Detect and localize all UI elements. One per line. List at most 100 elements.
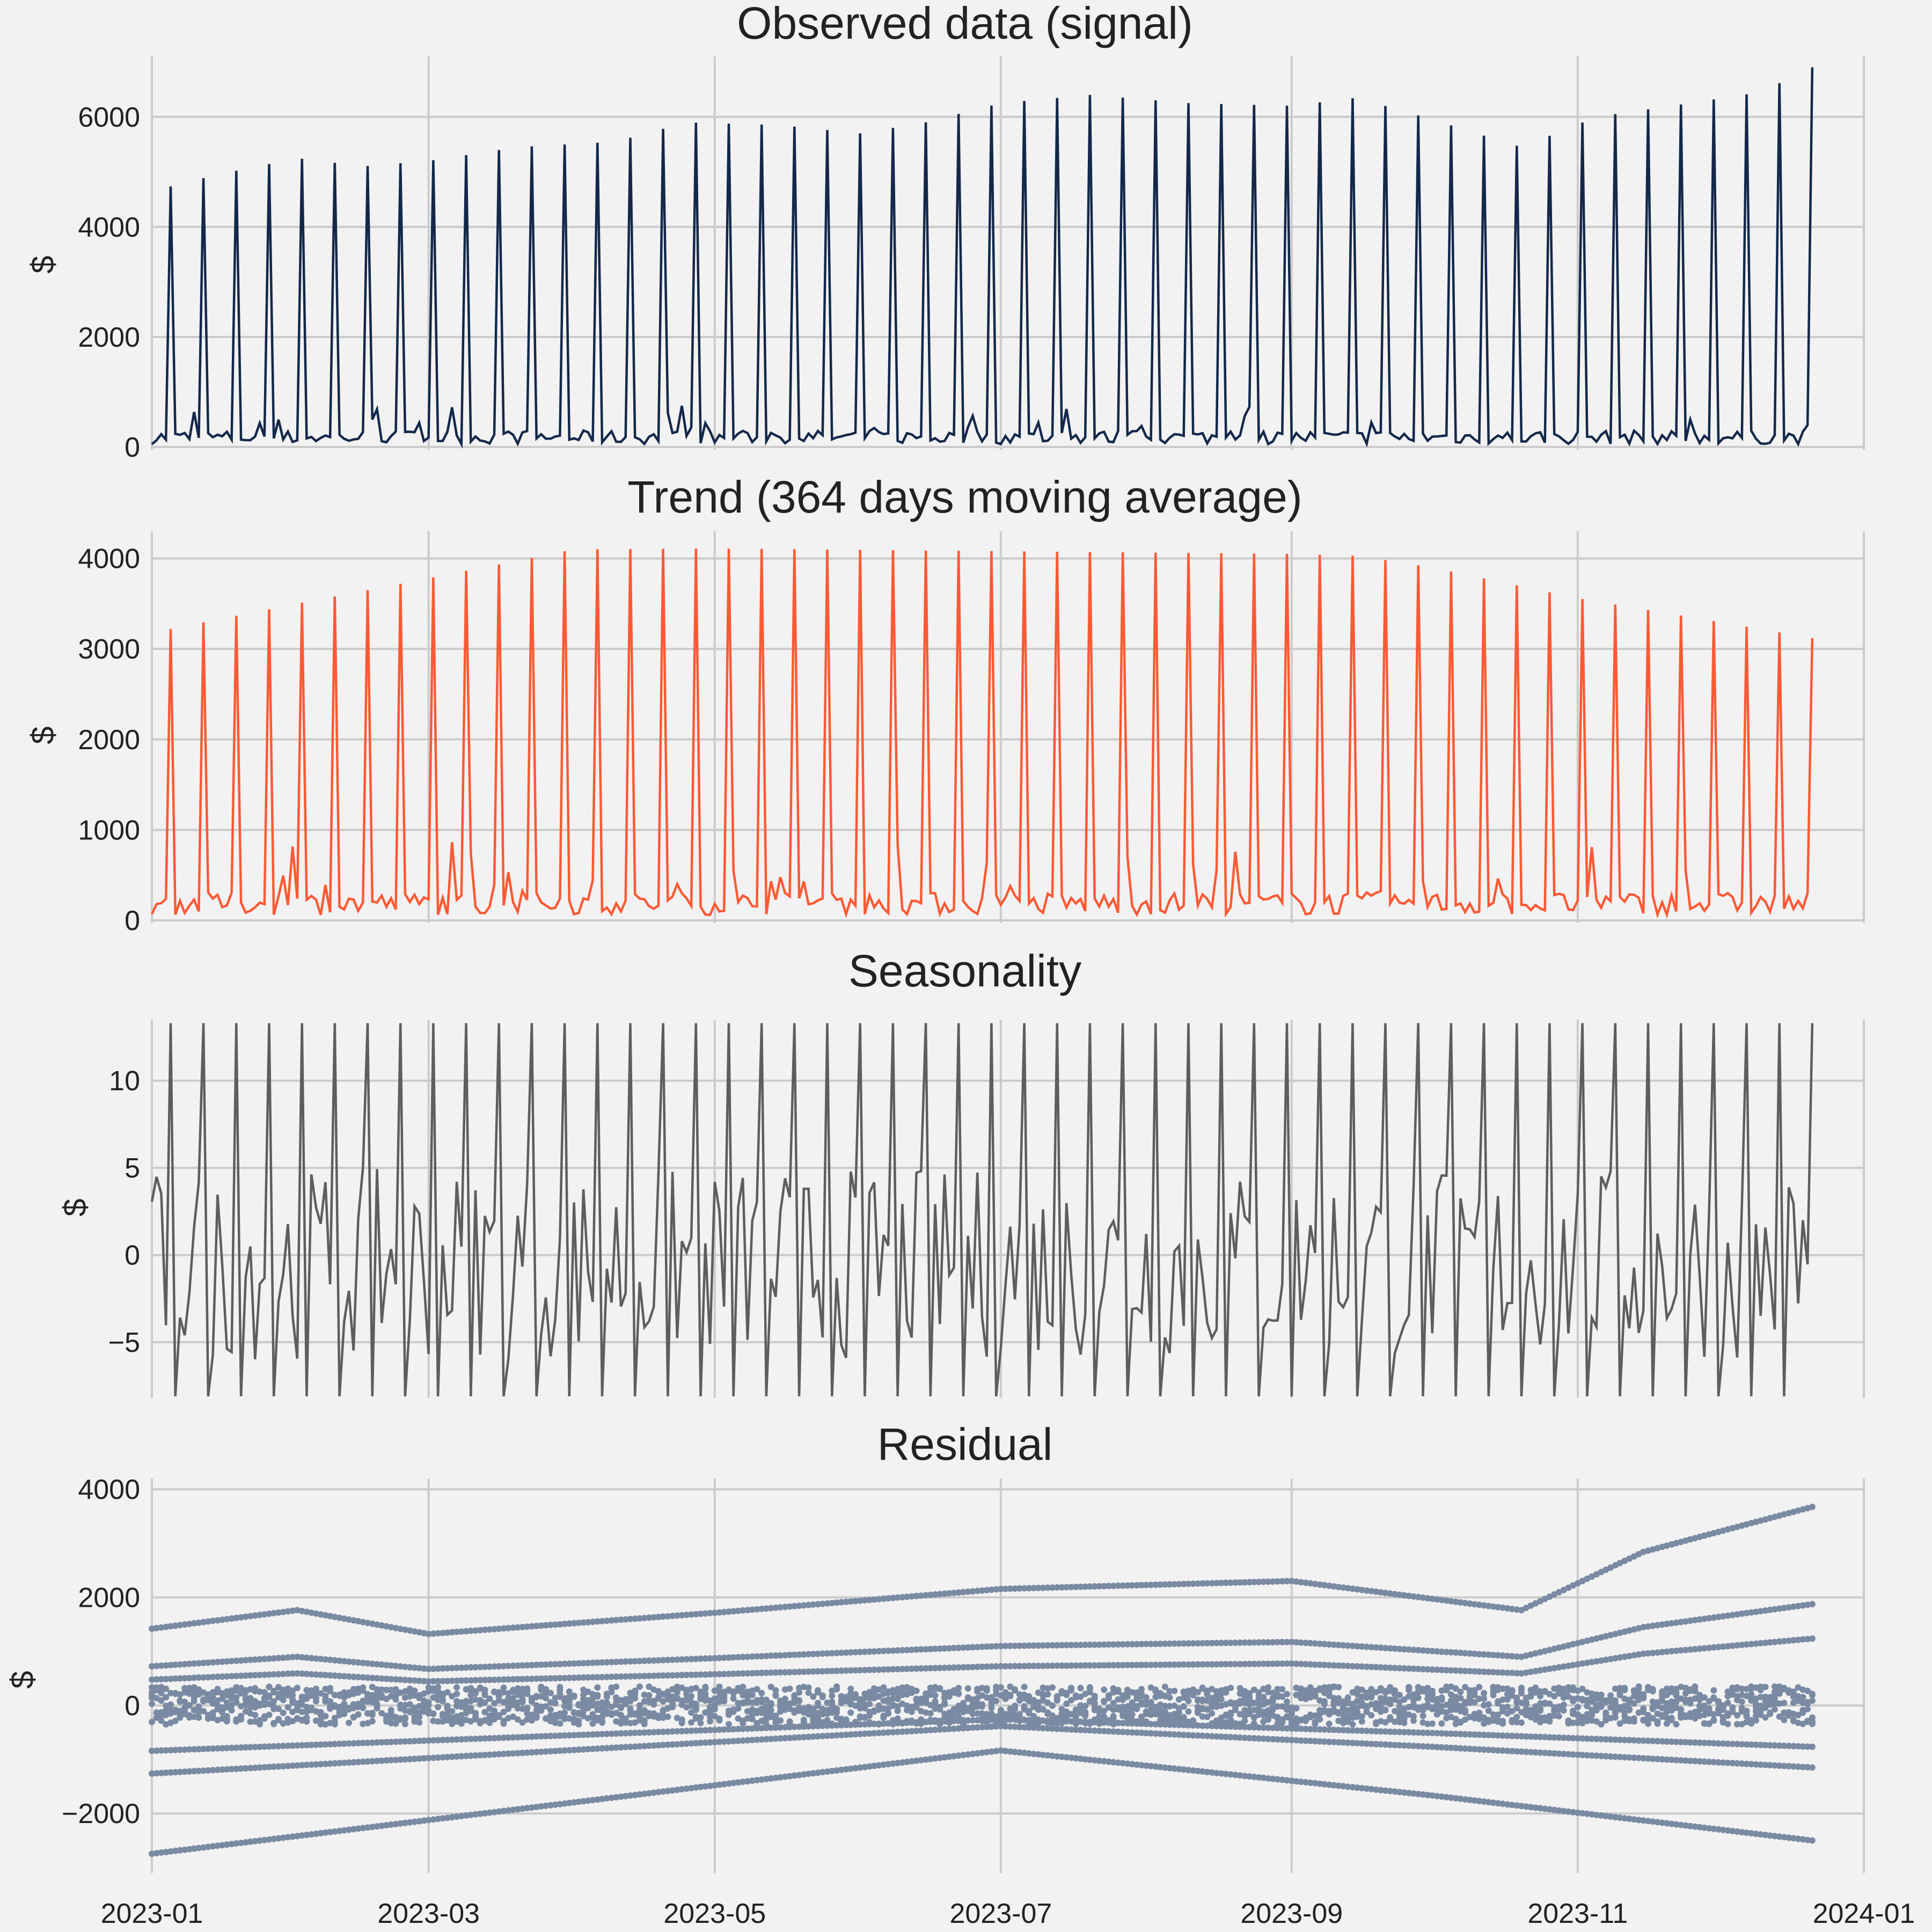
residual-point bbox=[1176, 1640, 1182, 1647]
residual-point bbox=[669, 1656, 676, 1663]
residual-point bbox=[200, 1745, 207, 1752]
residual-point bbox=[186, 1690, 193, 1697]
residual-point bbox=[1223, 1723, 1230, 1730]
residual-point bbox=[1227, 1685, 1234, 1692]
residual-point bbox=[932, 1755, 939, 1762]
residual-point bbox=[374, 1661, 380, 1667]
residual-point bbox=[238, 1840, 245, 1846]
residual-point bbox=[1143, 1721, 1150, 1728]
residual-point bbox=[758, 1605, 765, 1612]
residual-point bbox=[1532, 1711, 1539, 1718]
residual-ytick-label: 4000 bbox=[78, 1474, 140, 1505]
residual-point bbox=[1635, 1754, 1642, 1761]
residual-point bbox=[960, 1752, 967, 1759]
residual-point bbox=[1424, 1595, 1431, 1602]
residual-point bbox=[923, 1592, 930, 1599]
residual-point bbox=[599, 1731, 605, 1738]
residual-point bbox=[1424, 1721, 1431, 1728]
residual-point bbox=[833, 1683, 840, 1690]
residual-point bbox=[1429, 1648, 1436, 1655]
residual-point bbox=[200, 1674, 207, 1681]
residual-point bbox=[702, 1655, 709, 1662]
residual-point bbox=[1312, 1580, 1319, 1587]
residual-point bbox=[1701, 1720, 1708, 1727]
residual-point bbox=[983, 1685, 990, 1692]
residual-point bbox=[1546, 1665, 1553, 1672]
residual-point bbox=[702, 1610, 709, 1617]
residual-point bbox=[669, 1703, 676, 1710]
residual-point bbox=[1133, 1729, 1140, 1736]
residual-point bbox=[350, 1740, 357, 1747]
residual-point bbox=[800, 1723, 807, 1730]
residual-point bbox=[721, 1695, 728, 1702]
residual-point bbox=[1016, 1663, 1023, 1670]
residual-point bbox=[674, 1787, 680, 1794]
residual-point bbox=[964, 1707, 971, 1714]
residual-point bbox=[819, 1650, 826, 1657]
residual-point bbox=[181, 1685, 188, 1692]
residual-point bbox=[327, 1741, 334, 1748]
residual-point bbox=[847, 1709, 854, 1716]
residual-point bbox=[552, 1801, 559, 1808]
residual-point bbox=[575, 1660, 582, 1667]
residual-point bbox=[692, 1671, 699, 1678]
residual-point bbox=[753, 1699, 760, 1706]
residual-point bbox=[632, 1658, 639, 1665]
residual-point bbox=[978, 1643, 985, 1650]
residual-point bbox=[552, 1747, 559, 1754]
residual-point bbox=[1415, 1646, 1422, 1653]
residual-point bbox=[200, 1659, 207, 1666]
residual-point bbox=[1176, 1766, 1182, 1773]
residual-point bbox=[533, 1714, 540, 1721]
residual-point bbox=[1195, 1732, 1201, 1739]
residual-point bbox=[1223, 1660, 1230, 1667]
residual-point bbox=[463, 1628, 470, 1635]
residual-point bbox=[674, 1656, 680, 1663]
residual-point bbox=[191, 1845, 197, 1852]
residual-point bbox=[1204, 1732, 1211, 1739]
residual-point bbox=[1316, 1726, 1323, 1733]
residual-point bbox=[472, 1677, 479, 1684]
residual-point bbox=[341, 1658, 348, 1665]
residual-point bbox=[838, 1732, 845, 1738]
residual-point bbox=[1495, 1711, 1502, 1718]
residual-point bbox=[223, 1713, 230, 1719]
residual-point bbox=[214, 1766, 221, 1773]
residual-point bbox=[1495, 1604, 1502, 1611]
residual-point bbox=[1232, 1660, 1239, 1667]
residual-point bbox=[997, 1643, 1004, 1650]
residual-point bbox=[796, 1697, 803, 1704]
residual-point bbox=[495, 1663, 502, 1670]
residual-point bbox=[1180, 1661, 1187, 1668]
residual-point bbox=[312, 1695, 319, 1702]
residual-point bbox=[763, 1696, 770, 1703]
residual-point bbox=[570, 1746, 577, 1753]
residual-point bbox=[477, 1735, 484, 1742]
residual-point bbox=[1724, 1612, 1731, 1619]
residual-point bbox=[880, 1706, 887, 1713]
residual-point bbox=[1068, 1754, 1074, 1761]
residual-point bbox=[214, 1617, 221, 1624]
residual-point bbox=[1180, 1731, 1187, 1738]
residual-point bbox=[449, 1708, 456, 1715]
residual-point bbox=[815, 1723, 821, 1730]
residual-point bbox=[374, 1758, 380, 1765]
residual-point bbox=[594, 1684, 601, 1691]
residual-point bbox=[524, 1623, 531, 1630]
residual-point bbox=[252, 1656, 259, 1663]
residual-point bbox=[1344, 1585, 1351, 1592]
residual-point bbox=[744, 1725, 751, 1732]
residual-point bbox=[1790, 1603, 1797, 1610]
residual-point bbox=[1518, 1748, 1525, 1755]
residual-point bbox=[538, 1733, 545, 1740]
residual-point bbox=[303, 1671, 310, 1678]
residual-point bbox=[1265, 1684, 1272, 1691]
residual-point bbox=[204, 1745, 211, 1752]
residual-point bbox=[355, 1759, 362, 1766]
residual-point bbox=[238, 1614, 245, 1621]
residual-point bbox=[1373, 1644, 1380, 1651]
residual-point bbox=[1663, 1820, 1670, 1827]
residual-point bbox=[1504, 1747, 1511, 1754]
residual-point bbox=[1040, 1663, 1046, 1670]
residual-point bbox=[257, 1764, 263, 1771]
